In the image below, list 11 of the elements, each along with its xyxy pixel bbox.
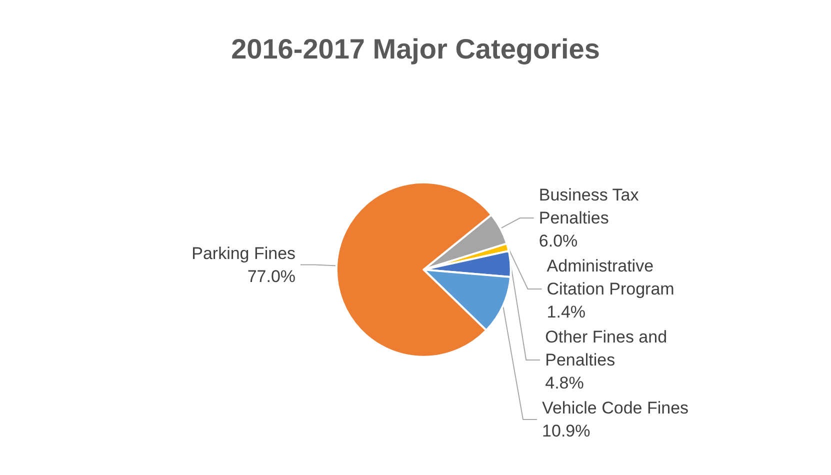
- data-label: 77.0%: [247, 266, 296, 286]
- chart-title: 2016-2017 Major Categories: [231, 34, 600, 64]
- slice-label: Other Fines and Penalties: [545, 328, 672, 370]
- data-label: 10.9%: [542, 422, 590, 441]
- slice-label: Parking Fines: [192, 244, 296, 263]
- data-label: 6.0%: [538, 232, 578, 251]
- slice-label: Administrative Citation Program: [546, 256, 674, 299]
- data-label: 1.4%: [546, 302, 586, 322]
- slice-label: Business Tax Penalties: [538, 186, 644, 228]
- slice-label: Vehicle Code Fines: [542, 398, 689, 418]
- data-label: 4.8%: [545, 374, 584, 393]
